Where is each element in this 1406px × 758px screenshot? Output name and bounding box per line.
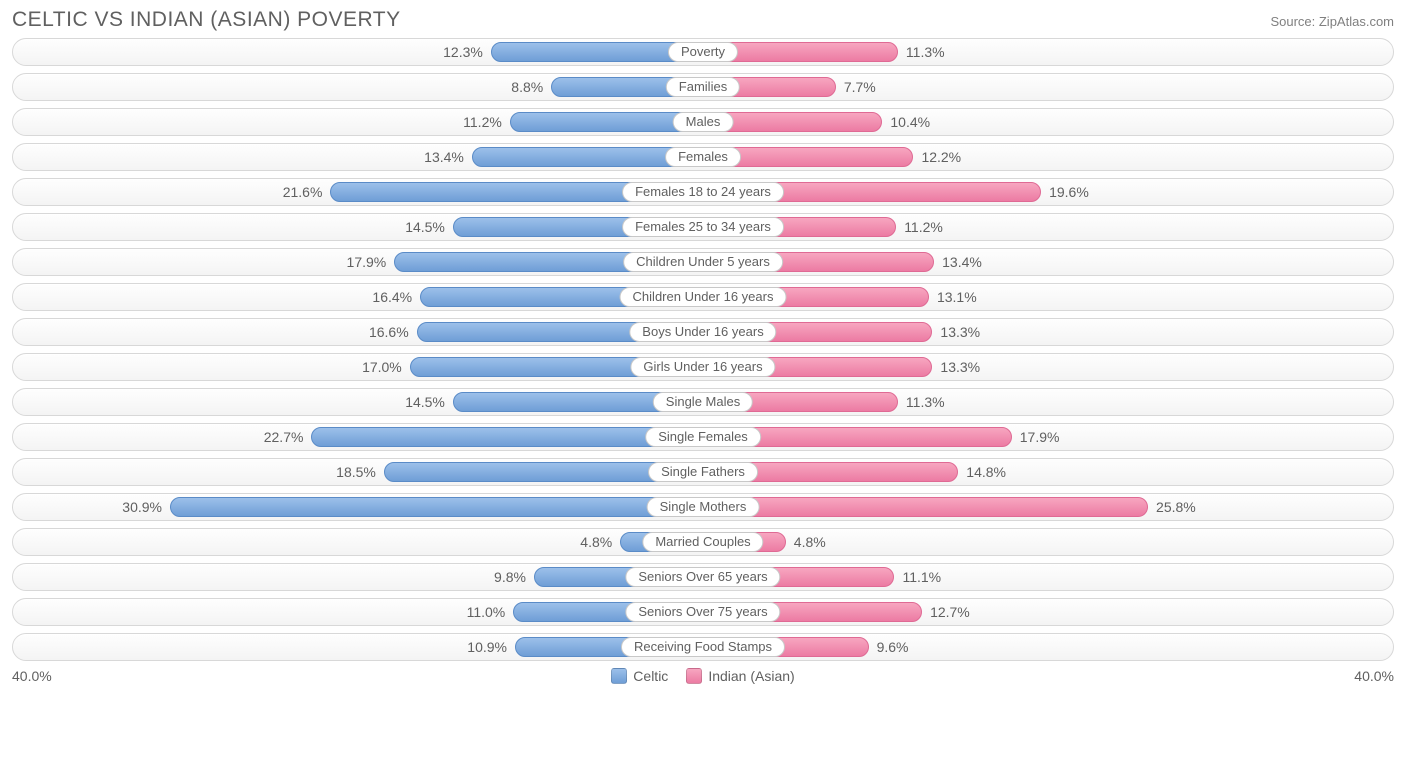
category-label: Receiving Food Stamps — [621, 637, 785, 657]
value-right: 9.6% — [877, 634, 909, 660]
value-left: 16.6% — [369, 319, 409, 345]
category-label: Females 25 to 34 years — [622, 217, 784, 237]
value-left: 10.9% — [467, 634, 507, 660]
value-right: 14.8% — [966, 459, 1006, 485]
bar-row: 16.4% 13.1% Children Under 16 years — [12, 283, 1394, 311]
value-left: 11.0% — [467, 599, 506, 625]
value-right: 11.3% — [906, 39, 945, 65]
axis-max-right: 40.0% — [1354, 668, 1394, 684]
bar-row: 13.4% 12.2% Females — [12, 143, 1394, 171]
legend-label-left: Celtic — [633, 668, 668, 684]
value-right: 11.3% — [906, 389, 945, 415]
chart-source: Source: ZipAtlas.com — [1270, 14, 1394, 29]
value-left: 17.0% — [362, 354, 402, 380]
bar-left — [170, 497, 703, 517]
value-left: 18.5% — [336, 459, 376, 485]
category-label: Poverty — [668, 42, 738, 62]
bar-row: 9.8% 11.1% Seniors Over 65 years — [12, 563, 1394, 591]
bar-row: 22.7% 17.9% Single Females — [12, 423, 1394, 451]
chart-footer: 40.0% Celtic Indian (Asian) 40.0% — [12, 668, 1394, 684]
value-right: 11.1% — [902, 564, 941, 590]
chart-title: CELTIC VS INDIAN (ASIAN) POVERTY — [12, 8, 401, 32]
value-left: 21.6% — [283, 179, 323, 205]
legend-item-left: Celtic — [611, 668, 668, 684]
bar-row: 30.9% 25.8% Single Mothers — [12, 493, 1394, 521]
value-right: 13.1% — [937, 284, 977, 310]
category-label: Males — [673, 112, 734, 132]
value-right: 13.3% — [940, 354, 980, 380]
value-left: 12.3% — [443, 39, 483, 65]
value-right: 4.8% — [794, 529, 826, 555]
value-right: 19.6% — [1049, 179, 1089, 205]
value-left: 8.8% — [511, 74, 543, 100]
bar-row: 18.5% 14.8% Single Fathers — [12, 458, 1394, 486]
bar-row: 14.5% 11.3% Single Males — [12, 388, 1394, 416]
diverging-bar-chart: 12.3% 11.3% Poverty 8.8% 7.7% Families 11.2% 10… — [12, 38, 1394, 661]
bar-row: 17.0% 13.3% Girls Under 16 years — [12, 353, 1394, 381]
value-left: 13.4% — [424, 144, 464, 170]
value-left: 14.5% — [405, 389, 445, 415]
bar-right — [703, 497, 1148, 517]
chart-header: CELTIC VS INDIAN (ASIAN) POVERTY Source:… — [12, 8, 1394, 32]
bar-row: 16.6% 13.3% Boys Under 16 years — [12, 318, 1394, 346]
category-label: Boys Under 16 years — [629, 322, 776, 342]
category-label: Single Females — [645, 427, 761, 447]
category-label: Single Mothers — [647, 497, 760, 517]
category-label: Children Under 16 years — [620, 287, 787, 307]
value-left: 16.4% — [372, 284, 412, 310]
value-left: 17.9% — [347, 249, 387, 275]
value-right: 13.4% — [942, 249, 982, 275]
value-left: 9.8% — [494, 564, 526, 590]
category-label: Families — [666, 77, 740, 97]
value-left: 30.9% — [122, 494, 162, 520]
bar-row: 17.9% 13.4% Children Under 5 years — [12, 248, 1394, 276]
legend-item-right: Indian (Asian) — [686, 668, 794, 684]
category-label: Girls Under 16 years — [630, 357, 775, 377]
category-label: Seniors Over 75 years — [625, 602, 780, 622]
swatch-icon — [686, 668, 702, 684]
category-label: Females 18 to 24 years — [622, 182, 784, 202]
value-right: 10.4% — [890, 109, 930, 135]
value-right: 12.7% — [930, 599, 970, 625]
bar-row: 10.9% 9.6% Receiving Food Stamps — [12, 633, 1394, 661]
category-label: Children Under 5 years — [623, 252, 783, 272]
bar-row: 21.6% 19.6% Females 18 to 24 years — [12, 178, 1394, 206]
bar-row: 8.8% 7.7% Families — [12, 73, 1394, 101]
value-right: 13.3% — [940, 319, 980, 345]
category-label: Single Fathers — [648, 462, 758, 482]
category-label: Females — [665, 147, 741, 167]
bar-row: 12.3% 11.3% Poverty — [12, 38, 1394, 66]
value-right: 12.2% — [921, 144, 961, 170]
value-right: 17.9% — [1020, 424, 1060, 450]
category-label: Single Males — [653, 392, 753, 412]
bar-row: 11.0% 12.7% Seniors Over 75 years — [12, 598, 1394, 626]
legend-label-right: Indian (Asian) — [708, 668, 794, 684]
bar-row: 14.5% 11.2% Females 25 to 34 years — [12, 213, 1394, 241]
value-left: 22.7% — [264, 424, 304, 450]
value-left: 4.8% — [580, 529, 612, 555]
value-left: 11.2% — [463, 109, 502, 135]
value-right: 11.2% — [904, 214, 943, 240]
value-right: 7.7% — [844, 74, 876, 100]
value-left: 14.5% — [405, 214, 445, 240]
legend: Celtic Indian (Asian) — [611, 668, 794, 684]
bar-row: 4.8% 4.8% Married Couples — [12, 528, 1394, 556]
category-label: Married Couples — [642, 532, 763, 552]
value-right: 25.8% — [1156, 494, 1196, 520]
axis-max-left: 40.0% — [12, 668, 52, 684]
swatch-icon — [611, 668, 627, 684]
bar-row: 11.2% 10.4% Males — [12, 108, 1394, 136]
category-label: Seniors Over 65 years — [625, 567, 780, 587]
